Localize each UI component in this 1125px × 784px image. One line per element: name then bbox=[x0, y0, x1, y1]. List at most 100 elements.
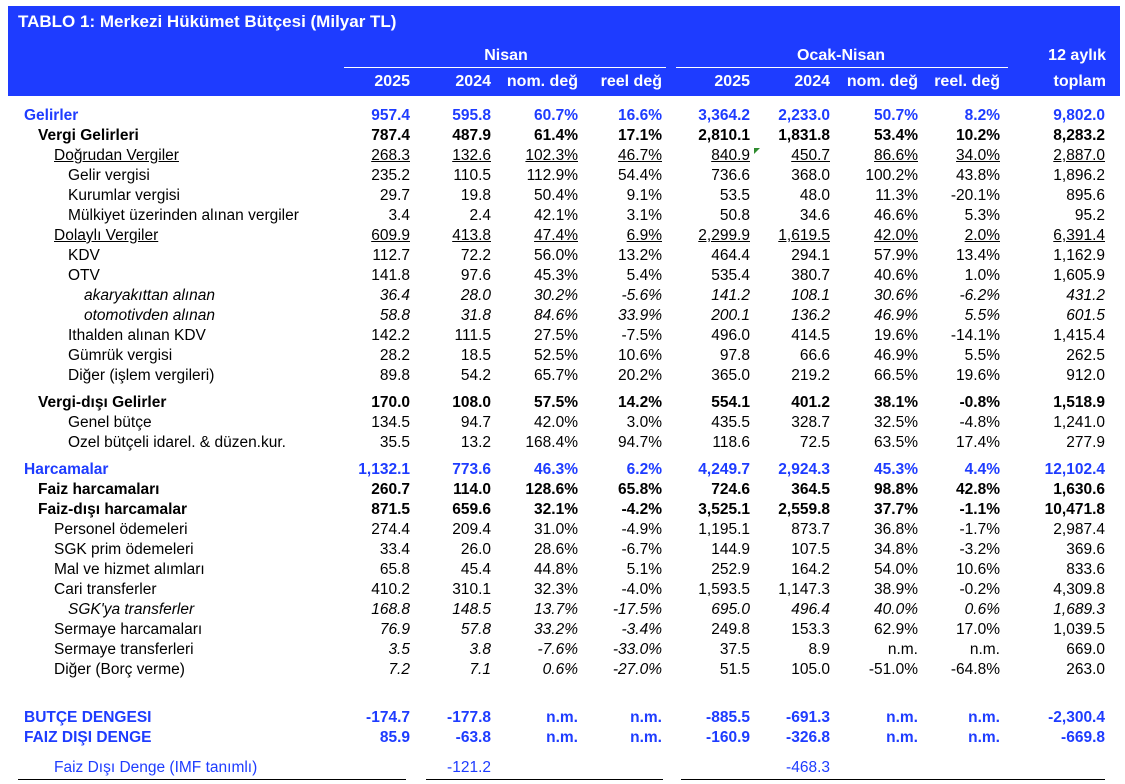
cell-value: -2,300.4 bbox=[1048, 709, 1105, 726]
table-row: Gelir vergisi 235.2 110.5 112.9% 54.4% 736.6 3… bbox=[8, 166, 1120, 186]
row-label: Genel bütçe bbox=[68, 414, 152, 431]
cell-value: -64.8% bbox=[950, 661, 1000, 678]
cell-value: 43.8% bbox=[956, 167, 1000, 184]
cell-value: -177.8 bbox=[447, 709, 491, 726]
cell-value: -7.6% bbox=[537, 641, 579, 658]
cell-value: 37.5 bbox=[719, 641, 750, 658]
cell-value: n.m. bbox=[630, 729, 662, 746]
row-label: SGK'ya transferler bbox=[68, 601, 195, 618]
row-label: Vergi-dışı Gelirler bbox=[38, 394, 167, 411]
cell-value: 5.4% bbox=[626, 267, 662, 284]
cell-value: 97.8 bbox=[719, 347, 750, 364]
cell-value: 1,518.9 bbox=[1053, 394, 1105, 411]
row-label: Gelir vergisi bbox=[68, 167, 150, 184]
cell-value: 63.5% bbox=[874, 434, 918, 451]
cell-value: 72.2 bbox=[460, 247, 491, 264]
cell-value: -0.8% bbox=[959, 394, 1001, 411]
cell-value: 496.4 bbox=[791, 601, 830, 618]
cell-value: 65.8 bbox=[379, 561, 410, 578]
cell-value: 66.5% bbox=[874, 367, 918, 384]
cell-value: 310.1 bbox=[452, 581, 491, 598]
cell-value: 56.0% bbox=[534, 247, 578, 264]
cell-value: 260.7 bbox=[371, 481, 410, 498]
row-label: Faiz harcamaları bbox=[38, 481, 160, 498]
cell-value: 1,147.3 bbox=[778, 581, 830, 598]
cell-value: 84.6% bbox=[534, 307, 578, 324]
cell-value: 32.1% bbox=[534, 501, 578, 518]
table-row: Cari transferler 410.2 310.1 32.3% -4.0% 1,59… bbox=[8, 580, 1120, 600]
cell-value: 1,689.3 bbox=[1053, 601, 1105, 618]
cell-value: 94.7% bbox=[618, 434, 662, 451]
cell-value: 86.6% bbox=[874, 147, 918, 164]
cell-value: 2,810.1 bbox=[698, 127, 750, 144]
cell-value: 112.9% bbox=[526, 167, 578, 184]
cell-value: 4.4% bbox=[964, 461, 1000, 478]
cell-value: 48.0 bbox=[799, 187, 830, 204]
cell-value: 108.1 bbox=[791, 287, 830, 304]
cell-value: -6.2% bbox=[959, 287, 1001, 304]
cell-value: 380.7 bbox=[791, 267, 830, 284]
header-underline-ocak-nisan bbox=[676, 67, 1008, 68]
cell-value: 26.0 bbox=[460, 541, 491, 558]
cell-value: 32.3% bbox=[534, 581, 578, 598]
cell-value: -468.3 bbox=[786, 759, 830, 776]
cell-value: -669.8 bbox=[1061, 729, 1105, 746]
cell-value: -14.1% bbox=[950, 327, 1000, 344]
cell-value: 42.0% bbox=[534, 414, 578, 431]
table-row: Gümrük vergisi 28.2 18.5 52.5% 10.6% 97.8 66.6… bbox=[8, 346, 1120, 366]
cell-value: n.m. bbox=[546, 729, 578, 746]
cell-value: 85.9 bbox=[379, 729, 410, 746]
cell-value: -0.2% bbox=[959, 581, 1001, 598]
comment-marker-icon bbox=[754, 148, 760, 154]
cell-value: 401.2 bbox=[791, 394, 830, 411]
cell-value: 28.0 bbox=[460, 287, 491, 304]
cell-value: 1,896.2 bbox=[1053, 167, 1105, 184]
cell-value: 17.4% bbox=[956, 434, 1000, 451]
cell-value: 33.9% bbox=[618, 307, 662, 324]
table-row: Faiz-dışı harcamalar 871.5 659.6 32.1% -4.2%… bbox=[8, 500, 1120, 520]
cell-value: 487.9 bbox=[452, 127, 491, 144]
cell-value: 873.7 bbox=[791, 521, 830, 538]
cell-value: 14.2% bbox=[618, 394, 662, 411]
cell-value: 168.4% bbox=[525, 434, 578, 451]
cell-value: 36.4 bbox=[379, 287, 410, 304]
cell-value: 110.5 bbox=[453, 167, 491, 184]
cell-value: 46.7% bbox=[618, 147, 662, 164]
cell-value: 13.7% bbox=[534, 601, 578, 618]
cell-value: -4.9% bbox=[621, 521, 663, 538]
bottom-rule bbox=[681, 779, 1105, 780]
cell-value: 53.5 bbox=[719, 187, 750, 204]
cell-value: 1,195.1 bbox=[698, 521, 750, 538]
cell-value: 62.9% bbox=[874, 621, 918, 638]
cell-value: 695.0 bbox=[711, 601, 750, 618]
row-label: Sermaye transferleri bbox=[54, 641, 194, 658]
cell-value: 54.0% bbox=[874, 561, 918, 578]
row-label: Gelirler bbox=[24, 107, 79, 124]
cell-value: 3.5 bbox=[388, 641, 410, 658]
header-col-4: 2025 bbox=[714, 73, 750, 90]
cell-value: 17.1% bbox=[618, 127, 662, 144]
cell-value: -27.0% bbox=[612, 661, 662, 678]
cell-value: 29.7 bbox=[379, 187, 410, 204]
cell-value: 496.0 bbox=[711, 327, 750, 344]
cell-value: 46.6% bbox=[874, 207, 918, 224]
cell-value: 13.2% bbox=[618, 247, 662, 264]
row-label: Doğrudan Vergiler bbox=[54, 147, 179, 164]
row-label: Kurumlar vergisi bbox=[68, 187, 180, 204]
cell-value: 34.6 bbox=[799, 207, 830, 224]
cell-value: 33.2% bbox=[534, 621, 578, 638]
cell-value: 294.1 bbox=[791, 247, 830, 264]
bottom-rule bbox=[426, 779, 663, 780]
cell-value: 736.6 bbox=[711, 167, 750, 184]
table-row: KDV 112.7 72.2 56.0% 13.2% 464.4 294.1 57.9% 13.… bbox=[8, 246, 1120, 266]
cell-value: 369.6 bbox=[1066, 541, 1105, 558]
cell-value: 609.9 bbox=[371, 227, 410, 244]
cell-value: 957.4 bbox=[371, 107, 410, 124]
row-label: BUTÇE DENGESI bbox=[24, 709, 152, 726]
table-row: Diğer (işlem vergileri) 89.8 54.2 65.7% 20.2… bbox=[8, 366, 1120, 386]
cell-value: 10.2% bbox=[956, 127, 1000, 144]
cell-value: 28.6% bbox=[534, 541, 578, 558]
cell-value: 2.0% bbox=[964, 227, 1000, 244]
cell-value: -1.1% bbox=[959, 501, 1001, 518]
table-row: Faiz harcamaları 260.7 114.0 128.6% 65.8% 724… bbox=[8, 480, 1120, 500]
